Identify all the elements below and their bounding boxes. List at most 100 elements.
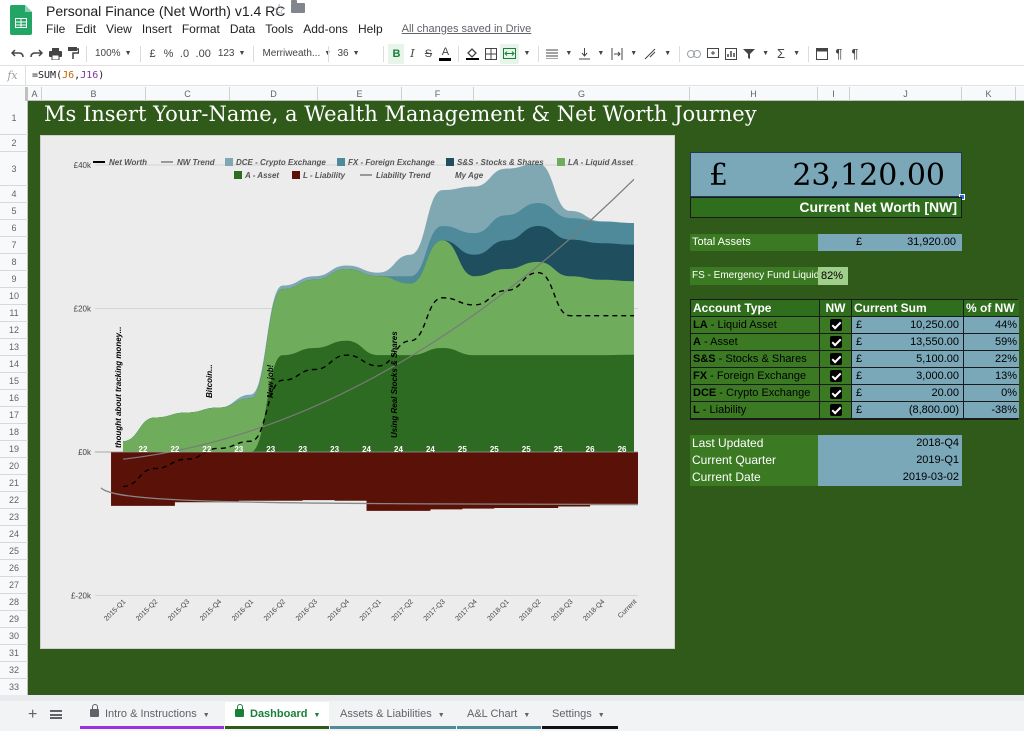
last-updated-label[interactable]: Last Updated bbox=[690, 435, 818, 452]
column-header-g[interactable]: G bbox=[474, 87, 690, 101]
row-header-14[interactable]: 14 bbox=[0, 356, 28, 373]
emergency-fund-value[interactable]: 82% bbox=[818, 267, 848, 285]
font-family-select[interactable]: Merriweath...▼ bbox=[258, 48, 331, 59]
account-type-cell[interactable]: DCE - Crypto Exchange bbox=[691, 385, 820, 402]
increase-decimal-button[interactable]: .00 bbox=[195, 47, 211, 60]
horizontal-scrollbar[interactable] bbox=[0, 695, 1024, 701]
text-color-button[interactable]: A bbox=[436, 44, 454, 64]
functions-dropdown-icon[interactable]: ▼ bbox=[789, 50, 804, 57]
currency-format-button[interactable]: £ bbox=[149, 47, 156, 60]
checkbox-checked-icon[interactable] bbox=[829, 370, 842, 382]
checkbox-checked-icon[interactable] bbox=[829, 353, 842, 365]
row-header-21[interactable]: 21 bbox=[0, 475, 28, 492]
row-header-18[interactable]: 18 bbox=[0, 424, 28, 441]
row-header-6[interactable]: 6 bbox=[0, 220, 28, 237]
checkbox-checked-icon[interactable] bbox=[829, 336, 842, 348]
pct-nw-cell[interactable]: 44% bbox=[964, 317, 1019, 334]
nw-checkbox-cell[interactable] bbox=[820, 351, 852, 368]
current-sum-cell[interactable]: £3,000.00 bbox=[852, 368, 964, 385]
column-header-k[interactable]: K bbox=[962, 87, 1016, 101]
menu-file[interactable]: File bbox=[46, 22, 66, 36]
column-header-j[interactable]: J bbox=[850, 87, 962, 101]
nw-checkbox-cell[interactable] bbox=[820, 334, 852, 351]
text-rotation-icon[interactable] bbox=[641, 44, 660, 64]
menu-data[interactable]: Data bbox=[229, 22, 256, 36]
nw-checkbox-cell[interactable] bbox=[820, 368, 852, 385]
row-header-7[interactable]: 7 bbox=[0, 237, 28, 254]
net-worth-chart[interactable]: £40k £20k £0k £-20k 22 22 22 23 23 23 23 24 24 24 25 25… bbox=[40, 135, 675, 649]
row-header-4[interactable]: 4 bbox=[0, 186, 28, 203]
total-assets-cell[interactable]: £ 31,920.00 bbox=[818, 234, 962, 251]
strikethrough-button[interactable]: S bbox=[424, 47, 433, 60]
fill-color-icon[interactable] bbox=[463, 44, 482, 64]
row-header-2[interactable]: 2 bbox=[0, 135, 28, 152]
menu-view[interactable]: View bbox=[106, 22, 132, 36]
save-status-link[interactable]: All changes saved in Drive bbox=[401, 23, 532, 35]
nw-checkbox-cell[interactable] bbox=[820, 385, 852, 402]
redo-icon[interactable] bbox=[27, 44, 46, 64]
last-updated-value[interactable]: 2018-Q4 bbox=[818, 435, 962, 452]
account-type-cell[interactable]: LA - Liquid Asset bbox=[691, 317, 820, 334]
current-sum-cell[interactable]: £5,100.00 bbox=[852, 351, 964, 368]
account-type-cell[interactable]: A - Asset bbox=[691, 334, 820, 351]
row-header-16[interactable]: 16 bbox=[0, 390, 28, 407]
menu-edit[interactable]: Edit bbox=[75, 22, 97, 36]
tab-settings[interactable]: Settings ▼ bbox=[542, 702, 618, 729]
current-sum-cell[interactable]: £13,550.00 bbox=[852, 334, 964, 351]
column-header-h[interactable]: H bbox=[690, 87, 818, 101]
column-header-f[interactable]: F bbox=[402, 87, 474, 101]
row-header-33[interactable]: 33 bbox=[0, 679, 28, 696]
paint-format-icon[interactable] bbox=[65, 44, 82, 64]
undo-icon[interactable] bbox=[8, 44, 27, 64]
column-header-i[interactable]: I bbox=[818, 87, 850, 101]
percent-format-button[interactable]: % bbox=[163, 47, 174, 60]
current-sum-cell[interactable]: £10,250.00 bbox=[852, 317, 964, 334]
current-sum-cell[interactable]: £ (8,800.00) bbox=[852, 402, 964, 419]
current-date-label[interactable]: Current Date bbox=[690, 469, 818, 486]
wrap-dropdown-icon[interactable]: ▼ bbox=[626, 50, 641, 57]
italic-button[interactable]: I bbox=[410, 47, 415, 60]
menu-insert[interactable]: Insert bbox=[141, 22, 172, 36]
nw-checkbox-cell[interactable] bbox=[820, 402, 852, 419]
row-header-30[interactable]: 30 bbox=[0, 628, 28, 645]
row-header-11[interactable]: 11 bbox=[0, 305, 28, 322]
row-header-9[interactable]: 9 bbox=[0, 271, 28, 288]
row-header-17[interactable]: 17 bbox=[0, 407, 28, 424]
net-worth-label-cell[interactable]: Current Net Worth [NW] bbox=[690, 197, 962, 218]
folder-icon[interactable] bbox=[291, 0, 305, 13]
menu-addons[interactable]: Add-ons bbox=[303, 22, 348, 36]
print-icon[interactable] bbox=[46, 44, 65, 64]
net-worth-cell[interactable]: £ 23,120.00 bbox=[690, 152, 965, 200]
row-header-12[interactable]: 12 bbox=[0, 322, 28, 339]
font-size-select[interactable]: 36 ▼ bbox=[333, 48, 379, 59]
column-header-c[interactable]: C bbox=[146, 87, 230, 101]
header-pct-nw[interactable]: % of NW bbox=[964, 300, 1019, 317]
ltr-direction-icon[interactable]: ¶ bbox=[835, 46, 843, 61]
checkbox-checked-icon[interactable] bbox=[829, 404, 842, 416]
document-title[interactable]: Personal Finance (Net Worth) v1.4 RC bbox=[46, 3, 286, 19]
merge-cells-icon[interactable] bbox=[500, 43, 520, 64]
column-header-d[interactable]: D bbox=[230, 87, 318, 101]
vertical-align-icon[interactable] bbox=[576, 44, 593, 64]
row-header-10[interactable]: 10 bbox=[0, 288, 28, 305]
row-header-28[interactable]: 28 bbox=[0, 594, 28, 611]
rotation-dropdown-icon[interactable]: ▼ bbox=[660, 50, 675, 57]
account-type-cell[interactable]: S&S - Stocks & Shares bbox=[691, 351, 820, 368]
row-header-25[interactable]: 25 bbox=[0, 543, 28, 560]
pct-nw-cell[interactable]: 13% bbox=[964, 368, 1019, 385]
row-header-31[interactable]: 31 bbox=[0, 645, 28, 662]
checkbox-checked-icon[interactable] bbox=[829, 319, 842, 331]
row-header-27[interactable]: 27 bbox=[0, 577, 28, 594]
header-nw[interactable]: NW bbox=[820, 300, 852, 317]
all-sheets-icon[interactable] bbox=[50, 710, 62, 719]
dashboard-title[interactable]: Ms Insert Your-Name, a Wealth Management… bbox=[44, 102, 757, 126]
row-header-24[interactable]: 24 bbox=[0, 526, 28, 543]
row-header-32[interactable]: 32 bbox=[0, 662, 28, 679]
menu-format[interactable]: Format bbox=[181, 22, 220, 36]
column-header-b[interactable]: B bbox=[42, 87, 146, 101]
emergency-fund-label[interactable]: FS - Emergency Fund Liquid bbox=[690, 267, 818, 285]
horizontal-align-icon[interactable] bbox=[543, 44, 561, 64]
account-type-cell[interactable]: FX - Foreign Exchange bbox=[691, 368, 820, 385]
row-header-15[interactable]: 15 bbox=[0, 373, 28, 390]
tab-assets-liabilities[interactable]: Assets & Liabilities ▼ bbox=[330, 702, 456, 729]
